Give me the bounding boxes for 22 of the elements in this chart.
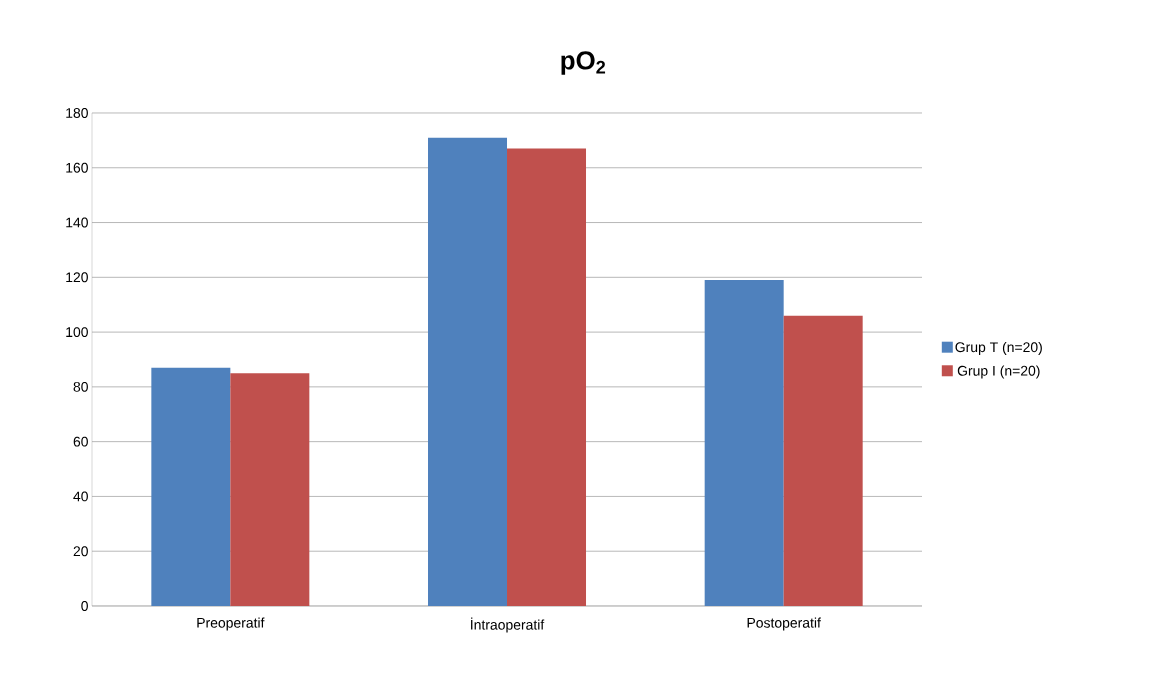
y-tick-label: 20 <box>73 546 88 557</box>
bar <box>428 137 508 606</box>
y-tick-label: 40 <box>73 491 88 502</box>
y-tick-label: 160 <box>66 162 88 173</box>
legend-label: Grup I (n=20) <box>957 365 1040 379</box>
y-tick-label: 100 <box>66 327 88 338</box>
bar <box>704 280 784 606</box>
x-tick-label: Postoperatif <box>747 617 821 631</box>
y-tick-label: 140 <box>66 217 88 228</box>
legend-label: Grup T (n=20) <box>955 341 1042 355</box>
y-tick-label: 180 <box>66 108 88 118</box>
bar <box>151 367 231 606</box>
x-tick-label: İntraoperatif <box>471 617 545 633</box>
y-tick-label: 60 <box>73 436 88 447</box>
bar <box>507 148 587 606</box>
y-tick-label: 120 <box>66 272 88 283</box>
bar <box>230 373 310 606</box>
chart-title: pO$_{2}$ <box>561 51 606 75</box>
bar <box>783 315 863 606</box>
y-tick-label: 0 <box>81 601 88 611</box>
y-tick-label: 80 <box>73 381 88 392</box>
x-tick-label: Preoperatif <box>197 617 265 631</box>
